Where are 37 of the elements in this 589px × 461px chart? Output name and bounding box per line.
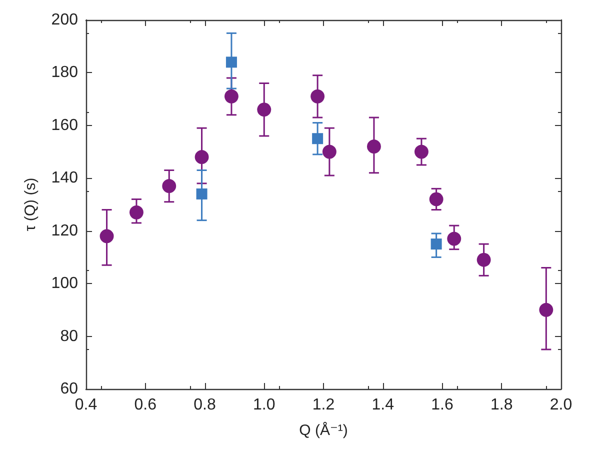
point	[430, 238, 442, 250]
x-tick-label: 0.6	[134, 396, 157, 414]
y-tick-label: 60	[60, 380, 78, 398]
x-tick-label: 1.8	[490, 396, 513, 414]
point	[539, 302, 554, 317]
point	[310, 89, 325, 104]
point	[129, 205, 144, 220]
y-axis-title: τ (Q) (s)	[22, 178, 39, 232]
point	[429, 192, 444, 206]
point	[162, 179, 176, 194]
point	[194, 150, 209, 164]
x-tick-label: 2.0	[550, 396, 572, 414]
x-tick-label: 1.2	[312, 396, 335, 414]
y-tick-label: 120	[51, 222, 78, 240]
x-tick-label: 0.4	[74, 396, 98, 414]
x-tick-label: 1.6	[431, 396, 454, 414]
y-tick-label: 140	[51, 170, 78, 187]
point	[322, 144, 336, 159]
point	[414, 144, 428, 159]
point	[196, 188, 208, 200]
point	[476, 252, 491, 267]
point	[312, 133, 324, 144]
x-tick-label: 0.8	[194, 396, 216, 414]
y-tick-label: 100	[51, 275, 78, 292]
y-tick-label: 80	[60, 328, 78, 345]
point	[100, 229, 114, 244]
point	[257, 102, 272, 117]
x-axis-title: Q (Å⁻¹)	[299, 421, 348, 439]
y-tick-label: 160	[51, 116, 78, 134]
x-tick-label: 1.0	[253, 396, 276, 414]
x-tick-label: 1.4	[372, 396, 394, 414]
point	[447, 232, 462, 246]
point	[226, 56, 237, 68]
point	[366, 140, 381, 154]
y-tick-label: 180	[51, 64, 78, 82]
point	[224, 89, 238, 104]
y-tick-label: 200	[51, 12, 78, 28]
